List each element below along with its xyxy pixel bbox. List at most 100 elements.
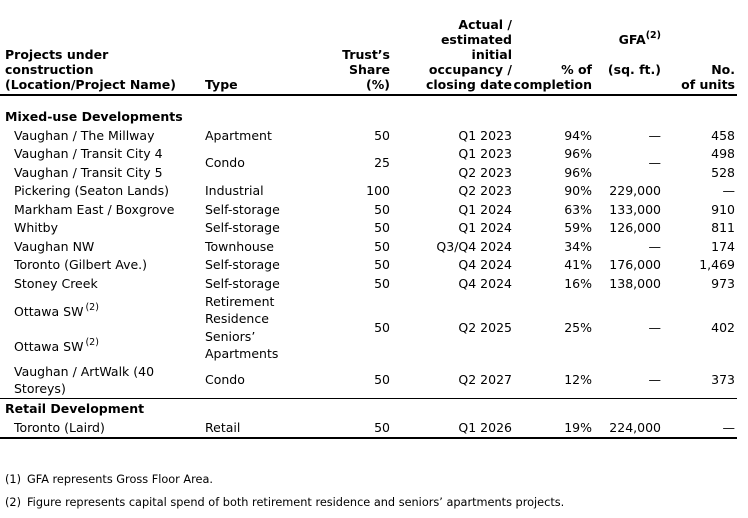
cell-units: — bbox=[661, 418, 737, 440]
cell-units: 458 bbox=[711, 127, 735, 143]
cell-share: 50 bbox=[374, 220, 390, 236]
cell-gfa: 224,000 bbox=[592, 418, 661, 440]
cell-location: Toronto (Gilbert Ave.) bbox=[14, 257, 148, 273]
cell-type: Seniors’ Apartments bbox=[205, 329, 279, 361]
cell-date: Q2 2027 bbox=[458, 372, 512, 388]
cell-units: 811 bbox=[711, 220, 735, 236]
cell-share: 100 bbox=[366, 183, 390, 199]
cell-units: 528 bbox=[711, 164, 735, 180]
cell-units: 174 bbox=[711, 238, 735, 254]
cell-location: Vaughan / Transit City 5 bbox=[14, 164, 163, 180]
table-row-laird: Toronto (Laird) Retail 50 Q1 2026 19% 22… bbox=[0, 418, 737, 440]
column-header-units: No. of units bbox=[661, 10, 737, 97]
cell-type: Self-storage bbox=[205, 220, 280, 236]
cell-type: Self-storage bbox=[205, 275, 280, 291]
table-row-whitby: Whitby Self-storage 50 Q1 2024 59% 126,0… bbox=[0, 219, 737, 238]
cell-gfa: — bbox=[648, 238, 662, 254]
cell-units: — bbox=[722, 183, 736, 199]
cell-gfa: 229,000 bbox=[609, 183, 661, 199]
table-row-vaughan-nw: Vaughan NW Townhouse 50 Q3/Q4 2024 34% —… bbox=[0, 238, 737, 257]
cell-location: Ottawa SW (2) bbox=[0, 293, 200, 328]
cell-completion: 12% bbox=[564, 372, 592, 388]
cell-units: 498 bbox=[711, 146, 735, 162]
cell-type: Townhouse bbox=[205, 238, 275, 254]
table-row-ottawa-sw-retirement: Ottawa SW (2) Retirement Residence 50 Q2 … bbox=[0, 293, 737, 335]
header-row: Projects under construction (Location/Pr… bbox=[0, 10, 737, 97]
cell-date: Q3/Q4 2024 bbox=[436, 238, 512, 254]
cell-completion: 96% bbox=[564, 146, 592, 162]
column-header-gfa: GFA(2) (sq. ft.) bbox=[592, 10, 661, 97]
column-header-location: Projects under construction (Location/Pr… bbox=[0, 10, 200, 97]
cell-share-merged: 50 bbox=[374, 319, 390, 335]
cell-gfa: 126,000 bbox=[609, 220, 661, 236]
cell-completion: 19% bbox=[512, 418, 592, 440]
section-header-retail: Retail Development bbox=[0, 398, 737, 419]
cell-completion-merged: 25% bbox=[564, 319, 592, 335]
cell-completion: 63% bbox=[564, 201, 592, 217]
footnote-marker: (2) bbox=[5, 496, 22, 510]
cell-location: Vaughan / The Millway bbox=[14, 127, 155, 143]
cell-date: Q4 2024 bbox=[458, 275, 512, 291]
cell-units: 973 bbox=[711, 275, 735, 291]
column-header-occupancy: Actual / estimated initial occupancy / c… bbox=[390, 10, 512, 97]
cell-location: Toronto (Laird) bbox=[0, 418, 200, 440]
cell-date: Q1 2024 bbox=[458, 220, 512, 236]
gfa-unit-label: (sq. ft.) bbox=[607, 62, 661, 78]
location-text: Ottawa SW bbox=[14, 303, 84, 319]
cell-type: Apartment bbox=[205, 127, 272, 143]
footnote-text: GFA represents Gross Floor Area. bbox=[27, 473, 214, 487]
cell-date: Q1 2026 bbox=[390, 418, 512, 440]
cell-date: Q1 2023 bbox=[458, 146, 512, 162]
cell-location: Vaughan NW bbox=[14, 238, 95, 254]
cell-share: 50 bbox=[374, 275, 390, 291]
projects-under-construction-table: Projects under construction (Location/Pr… bbox=[0, 10, 737, 440]
cell-date: Q1 2024 bbox=[458, 201, 512, 217]
footnote-marker: (2) bbox=[85, 336, 99, 348]
section-label: Mixed-use Developments bbox=[5, 109, 183, 125]
cell-gfa: — bbox=[648, 127, 662, 143]
cell-share: 50 bbox=[312, 418, 390, 440]
cell-type: Self-storage bbox=[205, 201, 280, 217]
column-header-completion: % of completion bbox=[512, 10, 592, 97]
table-row-markham: Markham East / Boxgrove Self-storage 50 … bbox=[0, 201, 737, 220]
cell-date: Q2 2023 bbox=[458, 183, 512, 199]
cell-units: 910 bbox=[711, 201, 735, 217]
cell-completion: 94% bbox=[564, 127, 592, 143]
footnote-marker: (2) bbox=[85, 301, 99, 313]
table-row-gilbert: Toronto (Gilbert Ave.) Self-storage 50 Q… bbox=[0, 256, 737, 275]
cell-date: Q4 2024 bbox=[458, 257, 512, 273]
section-header-mixed-use: Mixed-use Developments bbox=[0, 95, 737, 127]
cell-location: Whitby bbox=[14, 220, 58, 236]
table-row-pickering: Pickering (Seaton Lands) Industrial 100 … bbox=[0, 182, 737, 201]
cell-completion: 41% bbox=[564, 257, 592, 273]
footnote-2: (2) Figure represents capital spend of b… bbox=[0, 496, 748, 510]
cell-date: Q1 2023 bbox=[458, 127, 512, 143]
cell-share: 50 bbox=[374, 238, 390, 254]
table-row-transit-city-5: Vaughan / Transit City 5 Q2 2023 96% 528 bbox=[0, 164, 737, 183]
footnotes: (1) GFA represents Gross Floor Area. (2)… bbox=[0, 473, 748, 510]
table-row-millway: Vaughan / The Millway Apartment 50 Q1 20… bbox=[0, 127, 737, 146]
cell-location: Ottawa SW (2) bbox=[0, 328, 200, 363]
cell-gfa: 138,000 bbox=[609, 275, 661, 291]
cell-type: Industrial bbox=[205, 183, 264, 199]
cell-gfa-merged: — bbox=[648, 155, 662, 171]
table-row-artwalk: Vaughan / ArtWalk (40 Storeys) Condo 50 … bbox=[0, 363, 737, 399]
gfa-footnote-marker: (2) bbox=[645, 30, 661, 41]
cell-gfa: 176,000 bbox=[609, 257, 661, 273]
cell-completion: 16% bbox=[564, 275, 592, 291]
table-row-stoney-creek: Stoney Creek Self-storage 50 Q4 2024 16%… bbox=[0, 275, 737, 294]
cell-completion: 90% bbox=[564, 183, 592, 199]
footnote-text: Figure represents capital spend of both … bbox=[27, 496, 565, 510]
cell-location: Stoney Creek bbox=[14, 275, 98, 291]
cell-completion: 34% bbox=[564, 238, 592, 254]
column-header-type: Type bbox=[200, 10, 312, 97]
cell-units: 373 bbox=[711, 372, 735, 388]
cell-type: Condo bbox=[205, 372, 245, 388]
cell-share: 50 bbox=[374, 372, 390, 388]
cell-type: Retirement Residence bbox=[205, 294, 275, 326]
cell-share: 50 bbox=[374, 201, 390, 217]
column-header-share: Trust’s Share (%) bbox=[312, 10, 390, 97]
gfa-label: GFA bbox=[618, 32, 646, 48]
cell-type: Retail bbox=[200, 418, 312, 440]
cell-date-merged: Q2 2025 bbox=[458, 319, 512, 335]
